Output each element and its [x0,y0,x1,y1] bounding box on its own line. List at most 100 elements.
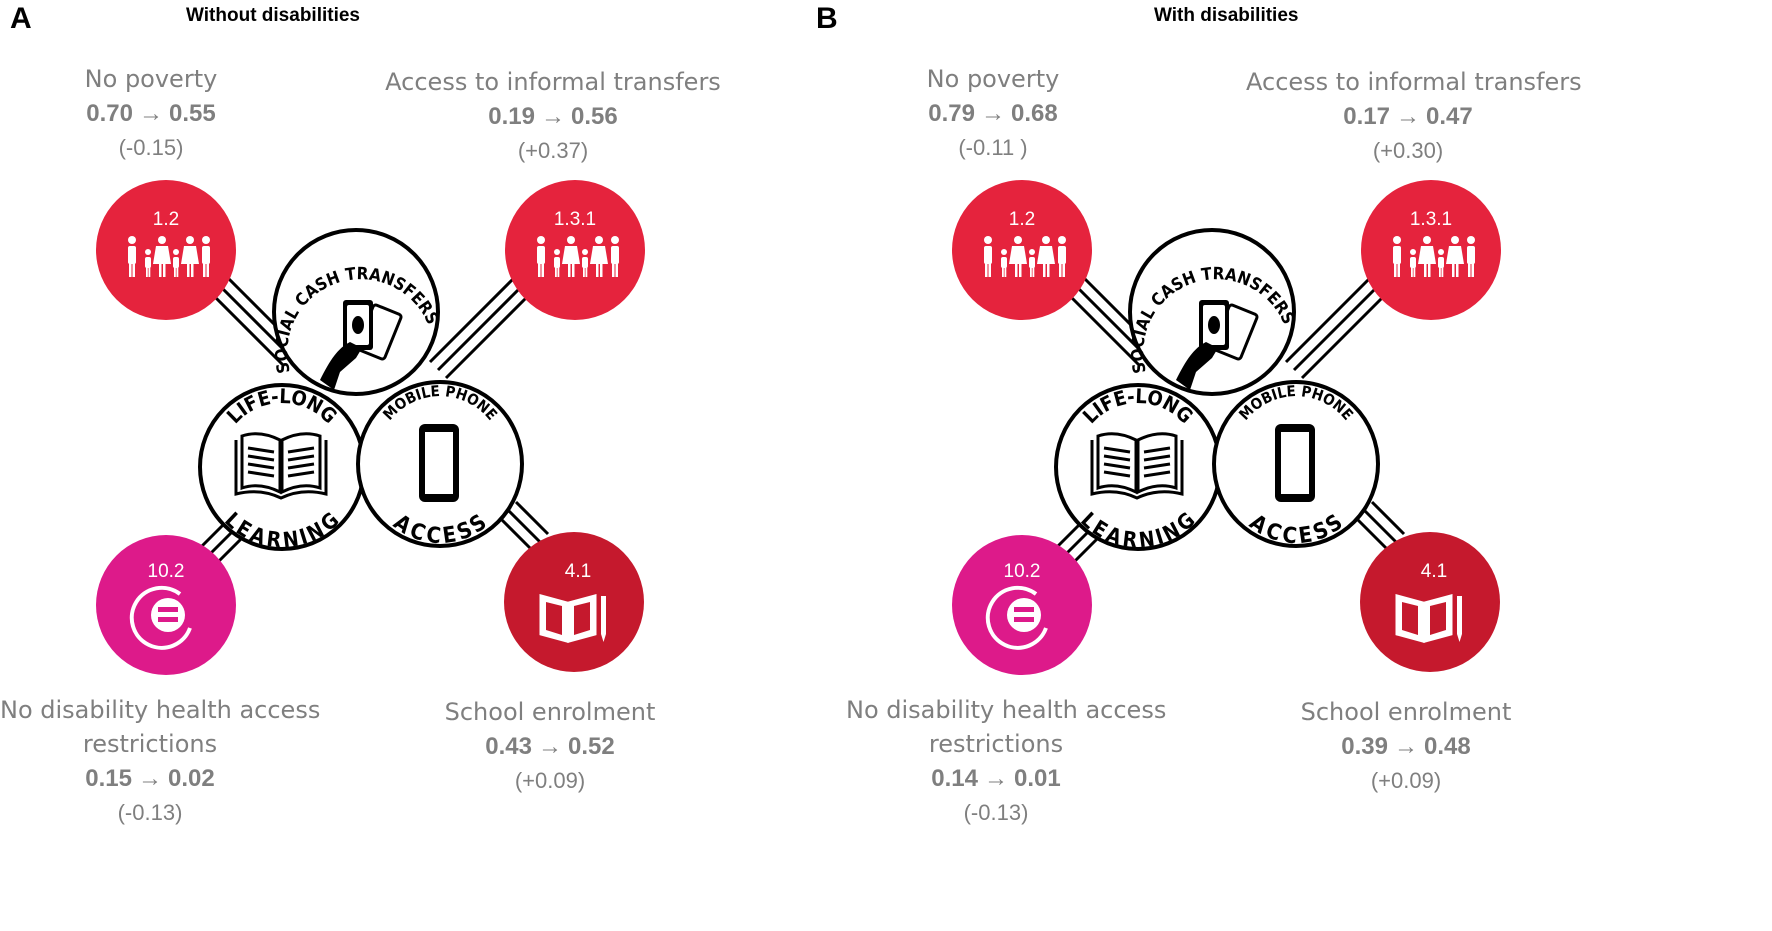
arrow-icon: → [984,765,1008,792]
value-before: 0.17 [1343,103,1390,130]
arrow-icon: → [1396,103,1420,130]
indicator-change: (+0.09) [1370,768,1442,793]
panel-title: Without disabilities [186,5,360,26]
sdg-code: 4.1 [1421,561,1447,582]
indicator-change: (+0.37) [517,138,589,163]
indicator-label: School enrolment [1300,698,1512,726]
indicator-label-line2: restrictions [928,730,1064,758]
arrow-icon: → [1394,733,1418,760]
sdg-badge-health: 10.2 [96,535,236,675]
sdg-badge-school: 4.1 [1360,532,1500,672]
hub-mobile-phone-access: MOBILE PHONE ACCESS [1212,380,1380,550]
sdg-code: 1.2 [1009,209,1035,230]
value-before: 0.15 [85,765,132,792]
open-book-icon [234,432,328,500]
value-before: 0.70 [86,100,133,127]
value-before: 0.14 [931,765,978,792]
phone-icon [1275,424,1315,502]
phone-icon [419,424,459,502]
indicator-change: (-0.13) [963,800,1029,825]
cash-hand-icon [1176,300,1259,390]
indicator-poverty: No poverty 0.79 → 0.68 (-0.11 ) [878,62,1108,164]
family-icon [128,236,210,277]
indicator-label: Access to informal transfers [1246,68,1582,96]
sdg-code: 4.1 [565,561,591,582]
sdg-badge-poverty: 1.2 [952,180,1092,320]
family-icon [1393,236,1475,277]
value-before: 0.19 [488,103,535,130]
hub-life-long-learning: LIFE-LONG LEARNING [198,383,366,553]
indicator-values: 0.19 → 0.56 [373,99,733,135]
indicator-values: 0.43 → 0.52 [425,729,675,765]
hub-social-cash-transfers: SOCIAL CASH TRANSFERS [272,228,442,396]
value-after: 0.47 [1426,103,1473,130]
sdg-badge-transfers: 1.3.1 [505,180,645,320]
sdg-code: 1.3.1 [1410,209,1452,230]
indicator-label: No poverty [84,65,218,93]
value-after: 0.02 [168,765,215,792]
sdg-badge-transfers: 1.3.1 [1361,180,1501,320]
indicator-label: No disability health access [846,696,1167,724]
indicator-label: Access to informal transfers [385,68,721,96]
sdg-badge-health: 10.2 [952,535,1092,675]
connector-school [498,500,550,552]
indicator-change: (-0.13) [117,800,183,825]
value-before: 0.43 [485,733,532,760]
panel-b: B With disabilities 1.2 [816,0,1772,931]
sdg-code: 1.3.1 [554,209,596,230]
connector-school [1354,500,1406,552]
arrow-icon: → [138,765,162,792]
panel-letter: A [10,2,32,35]
equality-icon [129,585,192,650]
indicator-school: School enrolment 0.39 → 0.48 (+0.09) [1281,695,1531,797]
indicator-school: School enrolment 0.43 → 0.52 (+0.09) [425,695,675,797]
cash-hand-icon [320,300,403,390]
indicator-values: 0.79 → 0.68 [878,96,1108,132]
value-before: 0.79 [928,100,975,127]
sdg-badge-poverty: 1.2 [96,180,236,320]
indicator-values: 0.70 → 0.55 [26,96,276,132]
indicator-transfers: Access to informal transfers 0.19 → 0.56 (… [373,65,733,167]
indicator-values: 0.17 → 0.47 [1246,99,1570,135]
hub-social-cash-transfers: SOCIAL CASH TRANSFERS [1128,228,1298,396]
arrow-icon: → [538,733,562,760]
arrow-icon: → [139,100,163,127]
indicator-label: No poverty [926,65,1060,93]
sdg-badge-school: 4.1 [504,532,644,672]
panel-letter: B [816,2,838,35]
indicator-values: 0.14 → 0.01 [846,761,1146,797]
panel-title: With disabilities [1154,5,1299,26]
value-after: 0.48 [1424,733,1471,760]
book-pencil-icon [539,594,606,643]
family-icon [537,236,619,277]
hub-life-long-learning: LIFE-LONG LEARNING [1054,383,1222,553]
family-icon [984,236,1066,277]
value-before: 0.39 [1341,733,1388,760]
indicator-change: (-0.11 ) [958,135,1028,160]
sdg-code: 10.2 [148,561,185,582]
network-diagram: 1.2 1.3.1 10.2 [952,180,1501,675]
indicator-values: 0.15 → 0.02 [0,761,300,797]
arrow-icon: → [981,100,1005,127]
indicator-change: (+0.09) [514,768,586,793]
equality-icon [985,585,1048,650]
indicator-label: School enrolment [444,698,656,726]
value-after: 0.56 [571,103,618,130]
indicator-values: 0.39 → 0.48 [1281,729,1531,765]
indicator-poverty: No poverty 0.70 → 0.55 (-0.15) [26,62,276,164]
book-pencil-icon [1395,594,1462,643]
connector-transfers [428,277,531,380]
indicator-health: No disability health access restrictions… [846,693,1167,829]
indicator-label: No disability health access [0,696,321,724]
open-book-icon [1090,432,1184,500]
network-diagram: 1.2 1.3.1 [96,180,645,675]
arrow-icon: → [541,103,565,130]
sdg-code: 1.2 [153,209,179,230]
indicator-change: (+0.30) [1372,138,1444,163]
value-after: 0.52 [568,733,615,760]
value-after: 0.55 [169,100,216,127]
indicator-label-line2: restrictions [82,730,218,758]
indicator-change: (-0.15) [118,135,184,160]
sdg-code: 10.2 [1004,561,1041,582]
value-after: 0.68 [1011,100,1058,127]
